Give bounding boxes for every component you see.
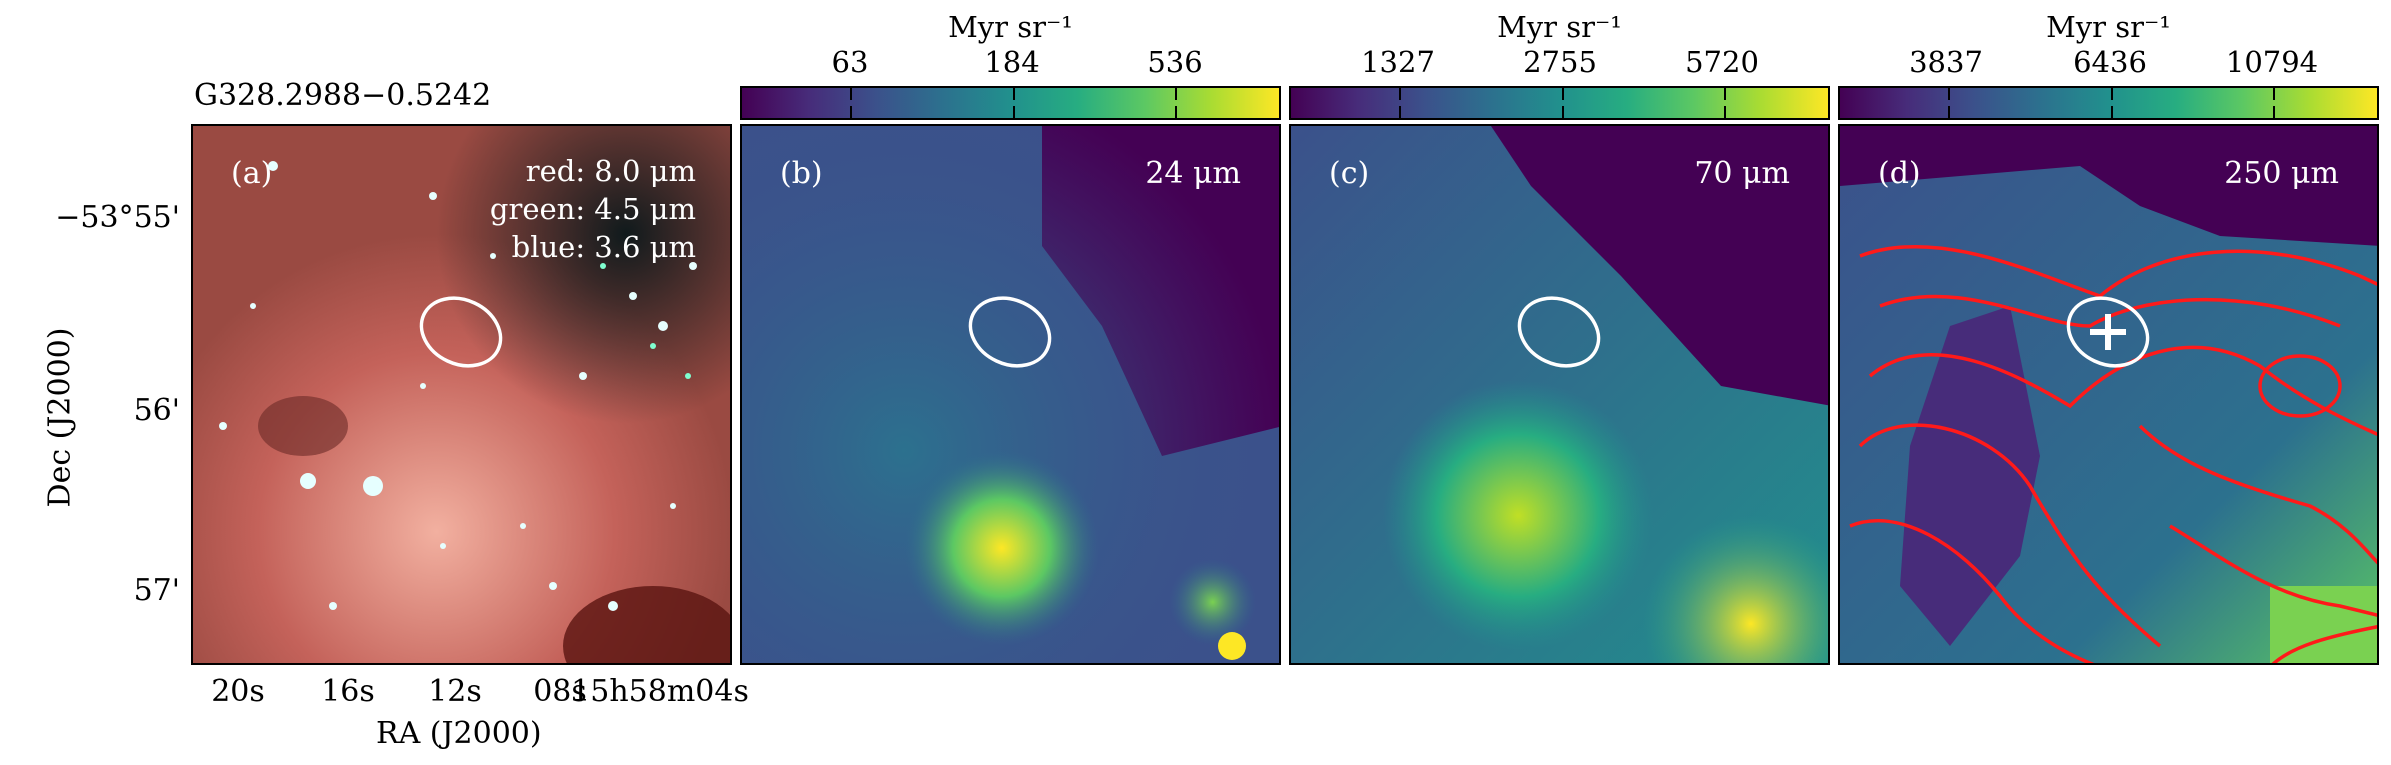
- colorbar-tick: 1327: [1361, 45, 1435, 79]
- dec-tick-label: 57': [133, 573, 180, 608]
- ra-tick-label: 16s: [321, 674, 375, 709]
- ra-tick-label: 08s: [533, 674, 587, 709]
- colorbar-c: [1289, 86, 1830, 120]
- rgb-legend: red: 8.0 μm green: 4.5 μm blue: 3.6 μm: [490, 152, 696, 266]
- colorbar-unit-c: Myr sr⁻¹: [1497, 10, 1622, 44]
- ra-tick-label: 20s: [211, 674, 265, 709]
- colorbar-unit-b: Myr sr⁻¹: [948, 10, 1073, 44]
- legend-green: green: 4.5 μm: [489, 192, 696, 226]
- colorbar-tick: 5720: [1685, 45, 1759, 79]
- colorbar-d: [1838, 86, 2379, 120]
- colorbar-tick: 3837: [1909, 45, 1983, 79]
- colorbar-tick: 536: [1147, 45, 1203, 79]
- colorbar-b: [740, 86, 1281, 120]
- panel-b-wavelength: 24 μm: [1145, 156, 1241, 191]
- panel-d-wavelength: 250 μm: [2224, 156, 2339, 191]
- ra-tick-label: 15h58m04s: [571, 674, 749, 709]
- panel-d-label: (d): [1878, 156, 1921, 191]
- dec-tick-label: −53°55': [55, 200, 180, 235]
- dec-tick-label: 56': [133, 393, 180, 428]
- panel-c-wavelength: 70 μm: [1694, 156, 1790, 191]
- panel-b-label: (b): [780, 156, 823, 191]
- colorbar-unit-d: Myr sr⁻¹: [2046, 10, 2171, 44]
- panel-c-label: (c): [1329, 156, 1370, 191]
- colorbar-tick: 10794: [2225, 45, 2319, 79]
- colorbar-tick: 63: [831, 45, 869, 79]
- source-cross-marker: [2090, 314, 2126, 350]
- colorbar-tick: 6436: [2073, 45, 2147, 79]
- ra-tick-label: 12s: [428, 674, 482, 709]
- x-axis-label: RA (J2000): [376, 716, 542, 751]
- colorbar-tick: 2755: [1523, 45, 1597, 79]
- source-title: G328.2988−0.5242: [194, 78, 492, 113]
- colorbar-tick: 184: [984, 45, 1040, 79]
- panel-c-70um-image: (c) 70 μm: [1289, 124, 1830, 665]
- panel-a-rgb-image: (a) red: 8.0 μm green: 4.5 μm blue: 3.6 …: [191, 124, 732, 665]
- legend-red: red: 8.0 μm: [525, 154, 696, 188]
- panel-a-label: (a): [231, 156, 273, 191]
- legend-blue: blue: 3.6 μm: [511, 230, 696, 264]
- panel-b-24um-image: (b) 24 μm: [740, 124, 1281, 665]
- panel-d-250um-image: (d) 250 μm: [1838, 124, 2379, 665]
